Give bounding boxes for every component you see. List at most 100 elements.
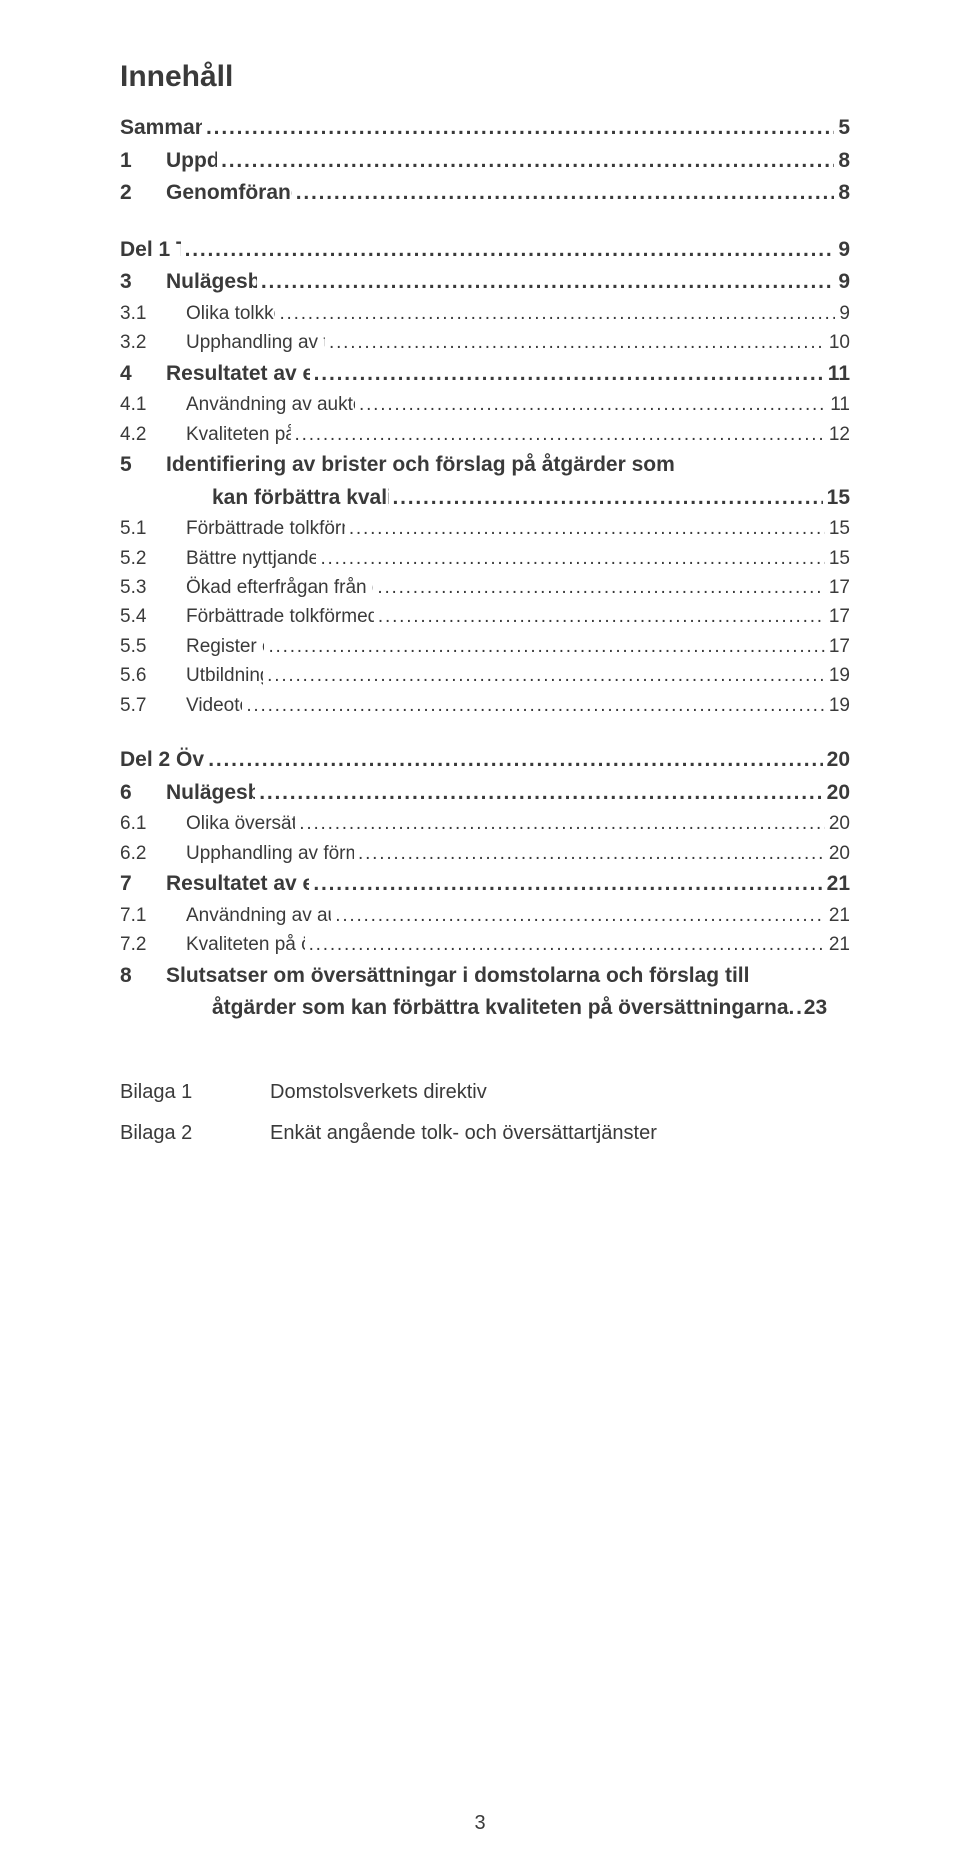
toc-entry: kan förbättra kvaliteten på tolkningen i… bbox=[120, 482, 850, 515]
toc-entry-number: 7 bbox=[120, 868, 166, 901]
toc-entry-page: 11 bbox=[828, 358, 850, 391]
toc-entry-label: Videotolkning bbox=[186, 691, 242, 720]
toc-entry: 6.2Upphandling av förmedlingar av översä… bbox=[120, 839, 850, 868]
toc-leader-dots bbox=[309, 930, 825, 959]
toc-entry-page: 17 bbox=[829, 632, 850, 661]
toc-entry: 5Identifiering av brister och förslag på… bbox=[120, 449, 850, 482]
toc-leader-dots bbox=[349, 514, 825, 543]
toc-entry-number: 1 bbox=[120, 145, 166, 178]
toc-leader-dots bbox=[268, 632, 824, 661]
toc-entry-page: 12 bbox=[829, 420, 850, 449]
spacer bbox=[120, 1049, 850, 1073]
toc-entry-label: Förbättrade tolkförmedlingar genom regis… bbox=[186, 602, 374, 631]
toc-entry-label: Nulägesbeskrivning bbox=[166, 777, 255, 810]
toc-entry: 4.1Användning av auktoriserade tolkar oc… bbox=[120, 390, 850, 419]
toc-leader-dots bbox=[314, 358, 824, 391]
toc-entry-label: Kvaliteten på översättarna m.m. bbox=[186, 930, 305, 959]
toc-entry-label: Register över tolkar bbox=[186, 632, 264, 661]
toc-entry-label: Del 2 Översättare bbox=[120, 744, 204, 777]
toc-entry: 5.1Förbättrade tolkförmedlingar genom eg… bbox=[120, 514, 850, 543]
toc-leader-dots bbox=[259, 777, 822, 810]
toc-entry: 5.4Förbättrade tolkförmedlingar genom re… bbox=[120, 602, 850, 631]
toc-leader-dots bbox=[267, 661, 825, 690]
toc-entry-page: 10 bbox=[829, 328, 850, 357]
toc-entry-number: 7.2 bbox=[120, 930, 186, 959]
toc-leader-dots bbox=[296, 177, 835, 210]
toc-entry-number: 3.1 bbox=[120, 299, 186, 328]
toc-entry-number: 6 bbox=[120, 777, 166, 810]
appendix-list: Bilaga 1Domstolsverkets direktivBilaga 2… bbox=[120, 1081, 850, 1145]
spacer bbox=[120, 1025, 850, 1049]
toc-entry-page: 8 bbox=[838, 145, 850, 178]
toc-entry: 7.2Kvaliteten på översättarna m.m.21 bbox=[120, 930, 850, 959]
toc-entry: 1Uppdraget8 bbox=[120, 145, 850, 178]
toc-leader-dots bbox=[246, 691, 825, 720]
toc-entry-page: 15 bbox=[829, 544, 850, 573]
toc-entry-label: Användning av auktoriserade översättare bbox=[186, 901, 331, 930]
toc-entry-label: Sammanfattning bbox=[120, 112, 202, 145]
toc-entry: 8Slutsatser om översättningar i domstola… bbox=[120, 960, 850, 993]
toc-entry-label: Kvaliteten på tolkarna m.m. bbox=[186, 420, 291, 449]
toc-entry-label: Utbildning av tolkar bbox=[186, 661, 263, 690]
toc-entry-page: 23 bbox=[804, 992, 827, 1025]
document-page: Innehåll Sammanfattning51Uppdraget82Geno… bbox=[0, 0, 960, 1875]
toc-entry: Del 2 Översättare 20 bbox=[120, 744, 850, 777]
toc-leader-dots: .. bbox=[789, 992, 804, 1025]
toc-leader-dots bbox=[393, 482, 823, 515]
toc-entry: åtgärder som kan förbättra kvaliteten på… bbox=[120, 992, 850, 1025]
toc-leader-dots bbox=[299, 809, 825, 838]
toc-entry: 4Resultatet av enkätundersökningen11 bbox=[120, 358, 850, 391]
toc-entry-label: Identifiering av brister och förslag på … bbox=[166, 449, 675, 482]
toc-entry: 5.5Register över tolkar 17 bbox=[120, 632, 850, 661]
toc-leader-dots bbox=[377, 573, 825, 602]
toc-entry: 5.7Videotolkning 19 bbox=[120, 691, 850, 720]
toc-entry-number: 5.3 bbox=[120, 573, 186, 602]
toc-entry-number: 8 bbox=[120, 960, 166, 993]
toc-leader-dots bbox=[295, 420, 825, 449]
toc-entry-number: 5.7 bbox=[120, 691, 186, 720]
toc-entry-number: 5.4 bbox=[120, 602, 186, 631]
toc-entry-number: 6.1 bbox=[120, 809, 186, 838]
appendix-label: Domstolsverkets direktiv bbox=[270, 1081, 487, 1104]
toc-entry-label: Olika översättarkompetenser bbox=[186, 809, 295, 838]
toc-entry-label: Resultatet av enkätundersökningen bbox=[166, 358, 310, 391]
toc-entry: 5.2Bättre nyttjande av aktuellt ramavtal… bbox=[120, 544, 850, 573]
toc-entry-number: 5.5 bbox=[120, 632, 186, 661]
toc-leader-dots bbox=[359, 390, 826, 419]
appendix-entry: Bilaga 2Enkät angående tolk- och översät… bbox=[120, 1122, 850, 1145]
toc-entry: 2Genomförandet av uppdraget8 bbox=[120, 177, 850, 210]
appendix-number: Bilaga 2 bbox=[120, 1122, 270, 1145]
table-of-contents: Sammanfattning51Uppdraget82Genomförandet… bbox=[120, 112, 850, 1025]
toc-entry-label: Ökad efterfrågan från domstolarna på auk… bbox=[186, 573, 373, 602]
toc-entry-label: Resultatet av enkätundersökningen bbox=[166, 868, 309, 901]
toc-entry-label: Bättre nyttjande av aktuellt ramavtal bbox=[186, 544, 316, 573]
toc-entry-label: Användning av auktoriserade tolkar och r… bbox=[186, 390, 355, 419]
toc-entry-page: 20 bbox=[827, 777, 850, 810]
toc-entry-page: 20 bbox=[829, 839, 850, 868]
spacer bbox=[120, 720, 850, 744]
toc-leader-dots bbox=[279, 299, 835, 328]
toc-entry-page: 15 bbox=[829, 514, 850, 543]
toc-entry-number: 3 bbox=[120, 266, 166, 299]
toc-entry: 7Resultatet av enkätundersökningen21 bbox=[120, 868, 850, 901]
toc-title: Innehåll bbox=[120, 60, 850, 94]
toc-entry-page: 20 bbox=[827, 744, 850, 777]
toc-entry-label: Genomförandet av uppdraget bbox=[166, 177, 292, 210]
toc-entry-page: 21 bbox=[829, 901, 850, 930]
toc-entry: Del 1 Tolkar9 bbox=[120, 234, 850, 267]
toc-entry-page: 17 bbox=[829, 602, 850, 631]
toc-entry-number: 2 bbox=[120, 177, 166, 210]
toc-leader-dots bbox=[320, 544, 824, 573]
toc-entry-number: 5.2 bbox=[120, 544, 186, 573]
spacer bbox=[120, 210, 850, 234]
toc-leader-dots bbox=[221, 145, 834, 178]
toc-entry-number: 5.6 bbox=[120, 661, 186, 690]
toc-leader-dots bbox=[206, 112, 834, 145]
toc-leader-dots bbox=[358, 839, 825, 868]
toc-entry-page: 9 bbox=[838, 234, 850, 267]
toc-leader-dots bbox=[335, 901, 825, 930]
toc-entry: 5.3Ökad efterfrågan från domstolarna på … bbox=[120, 573, 850, 602]
toc-entry-number: 4.2 bbox=[120, 420, 186, 449]
toc-entry: 7.1Användning av auktoriserade översätta… bbox=[120, 901, 850, 930]
toc-entry-page: 19 bbox=[829, 691, 850, 720]
